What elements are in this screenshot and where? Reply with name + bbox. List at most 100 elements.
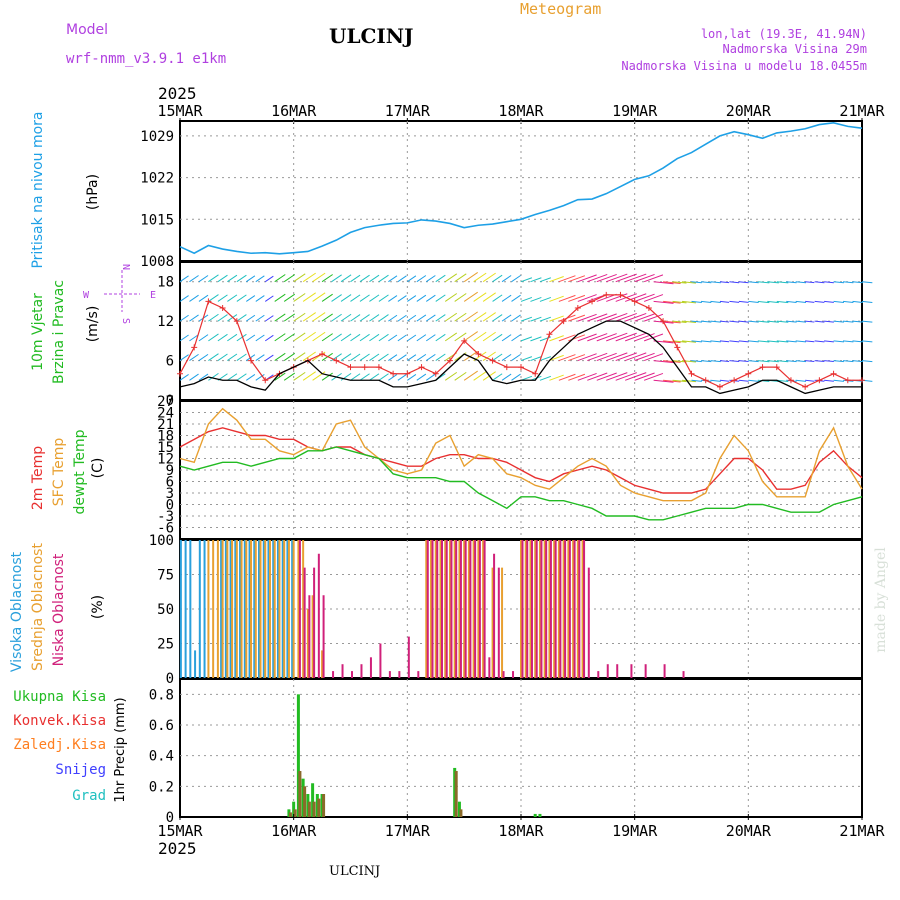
wind-arrow [463,331,478,342]
wind-arrow [208,353,219,361]
conv-label: Konvek.Kisa [13,713,106,729]
wind-arrow [719,320,730,323]
wind-arrow [861,281,873,284]
wind-arrow [198,294,209,302]
wind-arrow [331,313,342,322]
wind-arrow [606,352,628,362]
wind-arrow [198,275,209,283]
wind-arrow [179,314,189,322]
wind-arrow [795,320,807,323]
wind-arrow [416,334,427,342]
wind-arrow [407,334,417,342]
wind-arrow [302,371,316,381]
gust-marker [461,337,468,344]
elevation-label: Nadmorska Visina 29m [723,42,868,56]
y-tick-label: 1029 [140,129,174,145]
wind-arrow [558,354,576,362]
y-tick-label: 100 [149,533,174,549]
wind-arrow [340,294,352,302]
cloud-labels: Visoka Oblacnost Srednja Oblacnost Niska… [9,543,106,673]
gust-marker [518,364,524,371]
wind-arrow [454,332,467,342]
wind-arrow [861,320,873,323]
wind-arrow [463,311,478,322]
wind-arrow [558,294,576,302]
wind-arrow [435,353,446,361]
wind-arrow [805,320,815,323]
mid-cloud-label: Srednja Oblacnost [30,543,46,671]
wind-arrow [587,273,608,283]
wind-arrow [179,374,189,381]
wind-arrow [274,274,286,283]
wind-arrow [246,275,256,283]
wind-arrow [748,300,759,303]
wind-arrow [606,332,628,342]
conv-bar [459,809,463,817]
wind-arrow [454,273,467,283]
wind-arrow [757,281,770,284]
model-label: Model [66,22,108,38]
wind-arrow [776,360,789,363]
wind-arrow [520,296,533,302]
gust-marker [446,357,453,364]
y-tick-label: 25 [157,637,174,653]
wind-arrow [577,294,597,302]
gust-marker [219,305,226,311]
wind-arrow [189,314,199,322]
wind-arrow [710,340,721,343]
compass-s: S [120,318,131,324]
wind-arrow [359,314,370,322]
bottom-date-ticks: 15MAR 16MAR 17MAR 18MAR 19MAR 20MAR 21MAR [157,814,886,840]
wind-arrow [492,353,503,361]
wind-arrow [663,379,681,383]
wind-arrow [444,273,458,283]
wind-arrow [700,360,712,363]
wind-arrow [805,360,815,362]
sfc-temp-line [179,407,863,502]
wind-arrow [236,294,247,302]
wind-arrow [369,294,380,302]
wind-arrow [416,353,427,361]
wind-arrow [340,333,352,342]
model-name: wrf-nmm_v3.9.1 e1km [66,51,226,67]
wind-arrow [388,314,398,322]
wind-arrow [198,373,209,381]
wind-arrow [776,340,789,343]
wind-arrow [549,276,564,283]
wind-arrow [767,281,779,284]
wind-arrow [805,379,815,382]
gust-marker [830,370,837,377]
y-tick-label: 3 [166,486,174,502]
wind-arrow [264,354,274,361]
wind-arrow [312,312,326,322]
compass-e: E [150,290,156,301]
bottom-date-label: 21MAR [839,822,885,840]
conv-bar [288,812,292,817]
wind-arrow [719,379,730,382]
low-cloud-label: Niska Oblacnost [51,553,67,666]
y-tick-label: 15 [157,440,174,456]
wind-arrow [473,272,487,283]
wind-arrow [748,340,759,343]
cloud-panel: 0 25 50 75 100 [149,533,863,687]
wind-arrow [710,360,721,363]
wind-arrow [293,352,306,361]
wind-arrow [520,316,533,322]
wind-arrow [606,293,628,302]
wind-arrow [369,373,380,381]
wind-arrow [738,300,749,303]
cloud-unit: (%) [90,595,106,619]
wind-arrow [672,379,687,383]
wind-arrow [738,379,749,382]
pressure-unit: (hPa) [85,174,101,210]
wind-arrow [587,372,608,381]
wind-arrow [672,281,687,284]
compass-w: W [83,290,90,301]
wind-arrow [587,352,608,362]
wind-arrow [492,294,503,302]
wind-arrow [776,281,789,284]
watermark: made by Angel [873,547,889,653]
wind-arrow [625,372,647,381]
compass-rose: N S W E [83,264,156,324]
top-date-label: 15MAR [157,102,203,120]
